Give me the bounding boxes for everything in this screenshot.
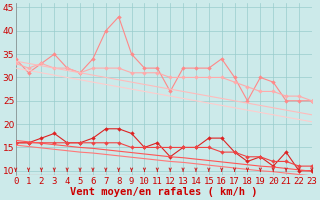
X-axis label: Vent moyen/en rafales ( km/h ): Vent moyen/en rafales ( km/h ) bbox=[70, 187, 258, 197]
